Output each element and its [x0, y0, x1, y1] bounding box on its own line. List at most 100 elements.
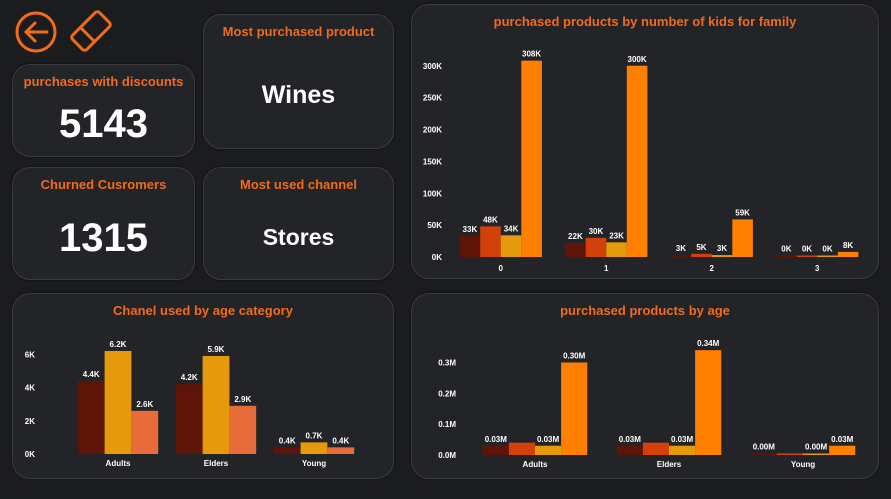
- kpi-card-discounts: purchases with discounts 5143: [12, 64, 195, 157]
- age-bar-chart: 0.0M 0.1M 0.2M 0.3M Adults 0.03M 0.03M 0.30M Eld…: [438, 339, 856, 469]
- data-label: 4.2K: [181, 373, 198, 382]
- bar: [606, 242, 627, 257]
- bar: [104, 350, 132, 454]
- y-tick-label: 0K: [432, 253, 442, 262]
- data-label: 2.9K: [234, 395, 251, 404]
- x-tick-label: Elders: [657, 460, 682, 469]
- bar: [691, 253, 712, 257]
- y-tick-label: 100K: [423, 189, 442, 198]
- y-tick-label: 250K: [423, 94, 442, 103]
- bar: [77, 380, 105, 454]
- bar: [776, 453, 803, 455]
- bar: [508, 442, 535, 455]
- kpi-card-most-product: Most purchased product Wines: [203, 14, 394, 149]
- bar: [561, 362, 588, 455]
- data-label: 0.03M: [537, 435, 560, 444]
- data-label: 0.00M: [805, 443, 828, 452]
- data-label: 0.34M: [697, 339, 720, 348]
- bar: [300, 442, 328, 454]
- data-label: 0.03M: [619, 435, 642, 444]
- kpi-label: Most used channel: [239, 177, 358, 192]
- bar: [711, 255, 733, 257]
- y-tick-label: 150K: [423, 157, 442, 166]
- bar: [616, 445, 643, 455]
- chart-title: purchased products by number of kids for…: [493, 14, 797, 29]
- y-tick-label: 200K: [423, 126, 442, 135]
- x-tick-label: Young: [791, 460, 815, 469]
- chart-title: purchased products by age: [560, 303, 730, 318]
- bar: [626, 65, 648, 257]
- clear-filters-button[interactable]: [66, 8, 116, 54]
- bar: [829, 445, 856, 455]
- back-button[interactable]: [14, 10, 58, 54]
- bar: [175, 384, 203, 454]
- kpi-value: 5143: [59, 102, 148, 146]
- data-label: 23K: [609, 231, 624, 240]
- bar: [480, 226, 501, 257]
- y-tick-label: 300K: [423, 62, 442, 71]
- data-label: 0.4K: [332, 436, 349, 445]
- bar: [521, 60, 542, 258]
- x-tick-label: Adults: [106, 459, 131, 468]
- bar: [482, 445, 509, 455]
- bar: [803, 453, 830, 455]
- bar: [327, 447, 355, 454]
- bar: [796, 255, 818, 257]
- y-tick-label: 2K: [25, 417, 35, 426]
- x-tick-label: 3: [815, 264, 820, 273]
- data-label: 8K: [843, 241, 853, 250]
- data-label: 2.6K: [136, 400, 153, 409]
- bar: [273, 447, 301, 454]
- x-tick-label: 0: [499, 264, 504, 273]
- kids-bar-chart: 0K50K100K150K200K250K300K033K48K34K308K1…: [423, 50, 859, 273]
- data-label: 22K: [568, 232, 583, 241]
- bar: [732, 219, 753, 257]
- data-label: 0K: [781, 245, 791, 254]
- data-label: 0K: [822, 245, 832, 254]
- kpi-card-churned: Churned Cusromers 1315: [12, 167, 195, 280]
- chart-title: Chanel used by age category: [113, 303, 293, 318]
- x-tick-label: 1: [604, 264, 609, 273]
- data-label: 3K: [717, 244, 727, 253]
- bar: [459, 235, 481, 257]
- bar: [817, 255, 838, 257]
- x-tick-label: Elders: [204, 459, 229, 468]
- data-label: 3K: [676, 244, 686, 253]
- kpi-label: Most purchased product: [222, 24, 375, 39]
- data-label: 5.9K: [208, 345, 225, 354]
- data-label: 0.30M: [563, 352, 586, 361]
- y-tick-label: 0.2M: [438, 389, 456, 398]
- data-label: 0.03M: [485, 435, 508, 444]
- kpi-label: purchases with discounts: [23, 74, 184, 89]
- data-label: 5K: [696, 243, 706, 252]
- bar: [585, 237, 607, 257]
- data-label: 30K: [589, 227, 604, 236]
- y-tick-label: 50K: [427, 221, 442, 230]
- bar: [500, 235, 522, 257]
- data-label: 0.7K: [306, 431, 323, 440]
- data-label: 4.4K: [83, 370, 100, 379]
- data-label: 48K: [483, 215, 498, 224]
- x-tick-label: 2: [710, 264, 715, 273]
- data-label: 0.03M: [671, 435, 694, 444]
- data-label: 0.00M: [753, 443, 776, 452]
- kpi-label: Churned Cusromers: [40, 177, 167, 192]
- bar: [776, 255, 797, 257]
- kpi-card-most-channel: Most used channel Stores: [203, 167, 394, 280]
- bar: [670, 255, 692, 257]
- data-label: 0.03M: [831, 435, 854, 444]
- y-tick-label: 0K: [25, 450, 35, 459]
- data-label: 300K: [628, 55, 647, 64]
- data-label: 34K: [504, 224, 519, 233]
- x-tick-label: Adults: [523, 460, 548, 469]
- y-tick-label: 6K: [25, 350, 35, 359]
- kpi-value: Stores: [262, 224, 335, 250]
- bar: [131, 410, 159, 454]
- y-tick-label: 4K: [25, 384, 35, 393]
- data-label: 33K: [463, 225, 478, 234]
- bar: [229, 405, 257, 454]
- bar: [202, 355, 230, 454]
- chart-card-channel: Chanel used by age category 0K 2K 4K 6K Adul…: [12, 293, 394, 479]
- bar: [695, 350, 722, 455]
- bar: [837, 251, 859, 257]
